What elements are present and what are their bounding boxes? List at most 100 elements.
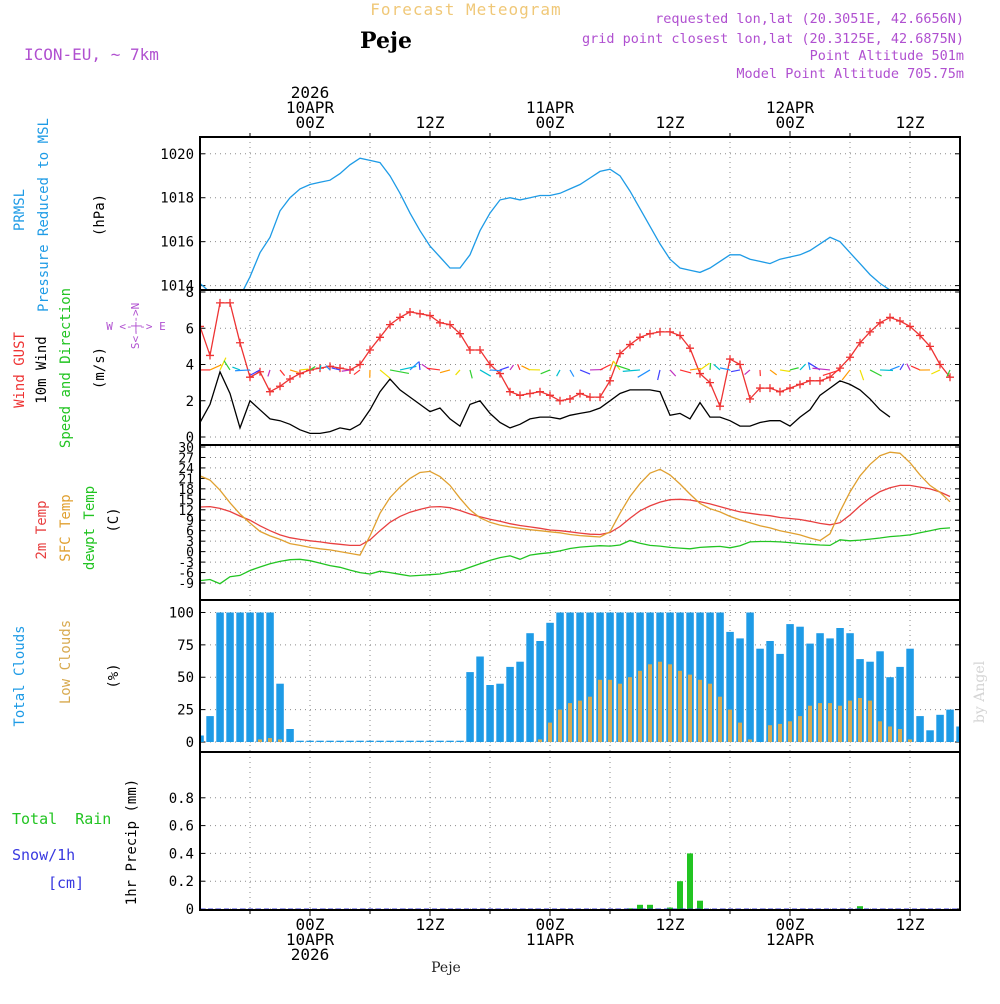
wind-arrow <box>638 370 650 377</box>
wind-arrow <box>510 365 514 370</box>
gust-point <box>816 377 824 385</box>
clouds-bar-total-clouds <box>946 710 954 742</box>
wind-arrow <box>580 370 590 374</box>
watermark: by Angel <box>972 660 988 723</box>
wind-arrow <box>235 370 250 371</box>
y-tick-label: 6 <box>186 321 194 337</box>
clouds-bar-low-clouds <box>858 698 862 742</box>
clouds-bar-total-clouds <box>506 667 514 742</box>
precip-bar-total-rain <box>677 881 683 909</box>
clouds-bar-low-clouds <box>688 675 692 742</box>
wind-arrow <box>890 366 900 370</box>
clouds-bar-low-clouds <box>578 701 582 742</box>
clouds-bar-total-clouds <box>376 741 384 742</box>
gust-point <box>736 361 744 369</box>
gust-point <box>886 313 894 321</box>
clouds-bar-total-clouds <box>406 741 414 742</box>
clouds-bar-low-clouds <box>848 701 852 742</box>
y-tick-label: 2 <box>186 394 194 410</box>
clouds-bar-total-clouds <box>536 641 544 742</box>
wind-arrow <box>342 370 350 371</box>
wind-arrow <box>500 367 509 370</box>
clouds-unit-ylabel: (%) <box>106 663 122 688</box>
precip-panel: 00.20.40.60.8 <box>169 752 960 918</box>
gust-point <box>236 339 244 347</box>
wind-arrow <box>419 361 420 369</box>
clouds-bar-total-clouds <box>326 741 334 742</box>
wind-unit-ylabel: (m/s) <box>92 347 108 389</box>
wind-arrow <box>557 370 560 376</box>
wind-arrow <box>710 363 711 370</box>
clouds-bar-total-clouds <box>756 649 764 742</box>
y-tick-label: 25 <box>177 703 194 719</box>
temp-unit-ylabel: (C) <box>106 507 122 532</box>
clouds-bar-total-clouds <box>446 741 454 742</box>
wind-arrow <box>770 370 777 375</box>
wind-arrow <box>870 370 882 376</box>
clouds-bar-low-clouds <box>548 723 552 742</box>
clouds-bar-low-clouds <box>908 739 912 742</box>
clouds-bar-total-clouds <box>416 741 424 742</box>
wind-ylabel: 10m Wind <box>34 336 50 403</box>
wind-arrow <box>320 365 321 370</box>
wind-arrow <box>745 370 750 375</box>
rain-label: Total Rain <box>12 810 111 828</box>
clouds-bar-low-clouds <box>268 738 272 742</box>
clouds-bar-total-clouds <box>746 613 754 743</box>
wind-arrow <box>390 370 409 373</box>
clouds-bar-total-clouds <box>0 625 8 742</box>
x-label-bottom: 12Z <box>656 915 685 934</box>
pressure-series-prmsl <box>200 158 950 316</box>
clouds-bar-total-clouds <box>926 730 934 742</box>
gust-point <box>516 391 524 399</box>
precip-frame <box>200 752 960 910</box>
location-title: Peje <box>360 28 412 54</box>
info-line-1: requested lon,lat (20.3051E, 42.6656N) <box>655 11 964 27</box>
x-label-bottom: 11APR <box>526 930 575 949</box>
gust-point <box>716 402 724 410</box>
gust-point <box>806 377 814 385</box>
clouds-bar-low-clouds <box>648 664 652 742</box>
clouds-bar-total-clouds <box>496 684 504 742</box>
gust-point <box>296 370 304 378</box>
temperature-series-2m-temp <box>200 485 950 545</box>
wind-arrow <box>780 370 790 372</box>
wind-arrow <box>268 370 270 376</box>
y-tick-label: 0.6 <box>169 819 194 835</box>
clouds-bar-low-clouds <box>0 736 4 743</box>
clouds-bar-total-clouds <box>0 706 8 742</box>
clouds-bar-low-clouds <box>598 680 602 742</box>
pressure-ylabel-2: Pressure Reduced to MSL <box>36 118 52 312</box>
wind-arrow <box>860 370 864 380</box>
temperature-series-dewpt-temp <box>200 528 950 584</box>
gust-point <box>586 393 594 401</box>
chart-title: Forecast Meteogram <box>370 0 561 19</box>
wind-arrow <box>731 370 740 372</box>
gust-point <box>476 346 484 354</box>
clouds-bar-low-clouds <box>638 671 642 742</box>
clouds-bar-total-clouds <box>526 633 534 742</box>
gust-point <box>646 330 654 338</box>
precip-bar-total-rain <box>647 905 653 909</box>
clouds-bar-total-clouds <box>256 613 264 743</box>
compass-vertical: S<-|->N <box>129 303 142 349</box>
x-label-top: 00Z <box>536 113 565 132</box>
clouds-bar-total-clouds <box>0 625 8 742</box>
clouds-bar-low-clouds <box>728 710 732 742</box>
clouds-bar-low-clouds <box>278 739 282 742</box>
wind-arrow <box>680 370 691 373</box>
clouds-bar-low-clouds <box>708 684 712 742</box>
clouds-bar-total-clouds <box>266 613 274 743</box>
precip-bar-total-rain <box>687 853 693 909</box>
wind-arrow <box>600 365 610 370</box>
gust-point <box>466 346 474 354</box>
y-tick-label: 1018 <box>160 191 194 207</box>
clouds-bar-low-clouds <box>698 680 702 742</box>
gust-point <box>896 317 904 325</box>
wind-series-10m-wind <box>200 372 890 434</box>
y-tick-label: 0.4 <box>169 846 194 862</box>
clouds-bar-low-clouds <box>878 721 882 742</box>
x-label-bottom: 2026 <box>291 945 330 964</box>
